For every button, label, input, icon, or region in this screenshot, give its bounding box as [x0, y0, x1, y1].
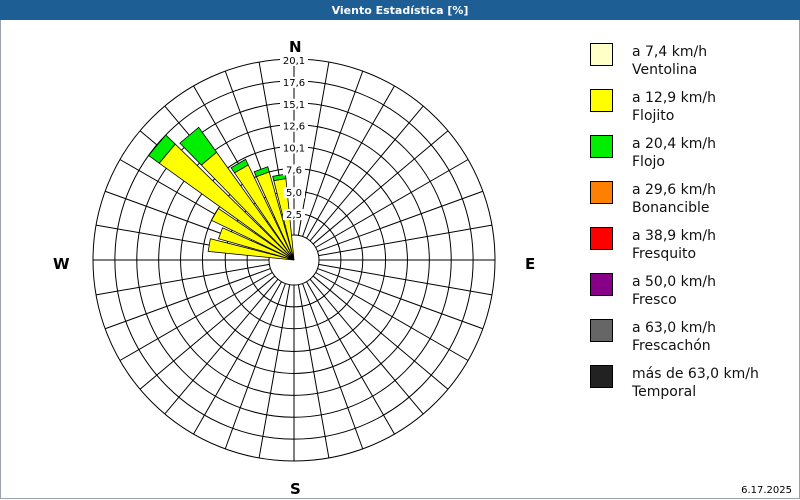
legend-class: Fresquito	[632, 246, 697, 262]
legend-speed: más de 63,0 km/h	[632, 366, 759, 382]
grid-spoke	[258, 284, 291, 459]
legend-speed: a 50,0 km/h	[632, 274, 716, 290]
radial-tick-label: 10,1	[283, 144, 305, 155]
grid-spoke	[318, 263, 493, 296]
grid-spoke	[302, 283, 364, 450]
legend-swatch	[590, 227, 613, 250]
legend-swatch	[590, 365, 613, 388]
wind-petal	[179, 126, 218, 166]
wind-petal	[210, 207, 295, 261]
wind-petal	[147, 134, 176, 164]
radial-tick-label: 17,6	[283, 78, 305, 89]
legend-swatch	[590, 135, 613, 158]
radial-tick-bg	[283, 209, 305, 221]
grid-spoke	[224, 283, 286, 450]
legend-speed: a 20,4 km/h	[632, 136, 716, 152]
grid-spoke	[119, 272, 273, 361]
footer-date: 6.17.2025	[741, 485, 792, 496]
legend-class: Bonancible	[632, 200, 710, 216]
legend-speed: a 29,6 km/h	[632, 182, 716, 198]
west-label: W	[53, 255, 70, 273]
radial-tick-bg	[283, 164, 305, 176]
wind-petal	[217, 227, 295, 261]
grid-spoke	[312, 275, 449, 390]
wind-petal	[253, 166, 270, 178]
grid-spoke	[164, 278, 279, 415]
grid-spoke	[297, 284, 330, 459]
grid-spoke	[139, 275, 276, 390]
grid-spoke	[312, 130, 449, 245]
radial-tick-bg	[280, 76, 308, 88]
legend-speed: a 7,4 km/h	[632, 44, 708, 60]
grid-spoke	[104, 268, 271, 330]
chart-title-bar: Viento Estadística [%]	[0, 0, 800, 20]
legend-class: Flojito	[632, 108, 675, 124]
legend-speed: a 12,9 km/h	[632, 90, 716, 106]
grid-spoke	[95, 263, 270, 296]
radial-tick-label: 7,6	[286, 165, 302, 176]
grid-spoke	[317, 268, 484, 330]
radial-tick-label: 12,6	[283, 122, 305, 133]
north-label: N	[289, 38, 302, 56]
grid-spoke	[317, 190, 484, 252]
legend-swatch	[590, 43, 613, 66]
grid-spoke	[315, 272, 469, 361]
legend-speed: a 63,0 km/h	[632, 320, 716, 336]
legend-speed: a 38,9 km/h	[632, 228, 716, 244]
grid-spoke	[318, 224, 493, 257]
radial-tick-label: 20,1	[283, 56, 305, 67]
radial-tick-label: 2,5	[286, 210, 302, 221]
radial-tick-bg	[280, 142, 308, 154]
wind-rose-plot: 2,5 5,0 7,6 10,1 12,6 15,1 17,6 20,1	[92, 55, 496, 462]
wind-petal	[207, 238, 295, 261]
radial-tick-label: 5,0	[286, 188, 302, 199]
grid-spoke	[309, 105, 424, 242]
grid-spoke	[309, 278, 424, 415]
grid-spoke	[297, 61, 330, 236]
legend-class: Temporal	[632, 384, 697, 400]
radial-tick-bg	[280, 55, 308, 66]
wind-petal	[230, 158, 249, 174]
legend-swatch	[590, 181, 613, 204]
grid-spoke	[302, 70, 364, 237]
chart-title: Viento Estadística [%]	[331, 3, 469, 17]
legend-swatch	[590, 319, 613, 342]
legend-class: Fresco	[632, 292, 677, 308]
legend-class: Ventolina	[632, 62, 698, 78]
radial-tick-bg	[280, 98, 308, 110]
grid-spoke	[193, 281, 282, 435]
east-label: E	[525, 255, 536, 273]
legend-swatch	[590, 273, 613, 296]
grid-spoke	[306, 85, 395, 239]
grid-spoke	[306, 281, 395, 435]
radial-tick-bg	[280, 120, 308, 132]
grid-spoke	[315, 159, 469, 248]
south-label: S	[290, 480, 301, 498]
legend-class: Flojo	[632, 154, 665, 170]
radial-tick-bg	[283, 187, 305, 199]
legend-class: Frescachón	[632, 338, 711, 354]
radial-tick-label: 15,1	[283, 100, 305, 111]
legend-swatch	[590, 89, 613, 112]
